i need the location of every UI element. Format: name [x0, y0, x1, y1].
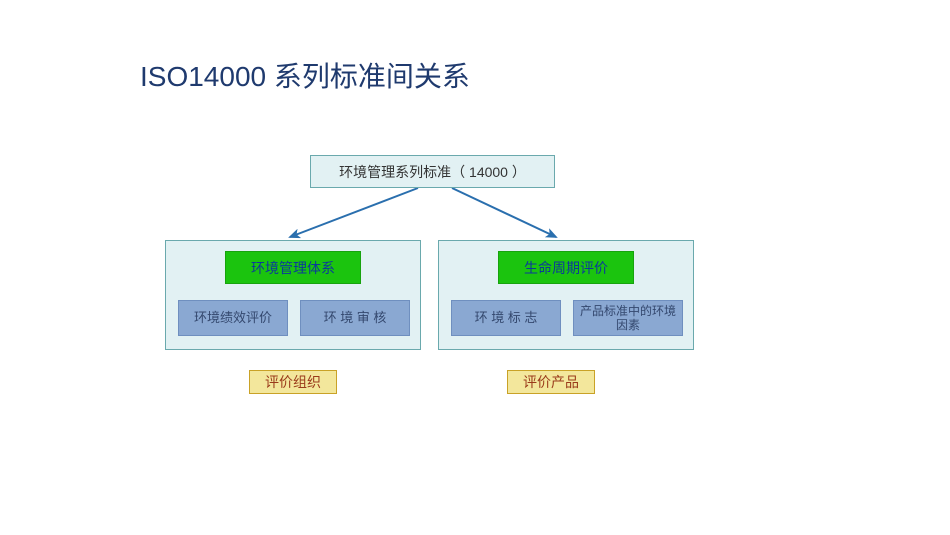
left-green-header: 环境管理体系	[225, 251, 361, 284]
left-sub-2: 环 境 审 核	[300, 300, 410, 336]
top-box: 环境管理系列标准（ 14000 ）	[310, 155, 555, 188]
right-sub-2: 产品标准中的环境因素	[573, 300, 683, 336]
left-label: 评价组织	[249, 370, 337, 394]
right-green-header: 生命周期评价	[498, 251, 634, 284]
arrow-left	[290, 188, 418, 237]
page-title: ISO14000 系列标准间关系	[140, 55, 470, 95]
left-sub-1: 环境绩效评价	[178, 300, 288, 336]
arrow-right	[452, 188, 556, 237]
right-label: 评价产品	[507, 370, 595, 394]
right-sub-1: 环 境 标 志	[451, 300, 561, 336]
